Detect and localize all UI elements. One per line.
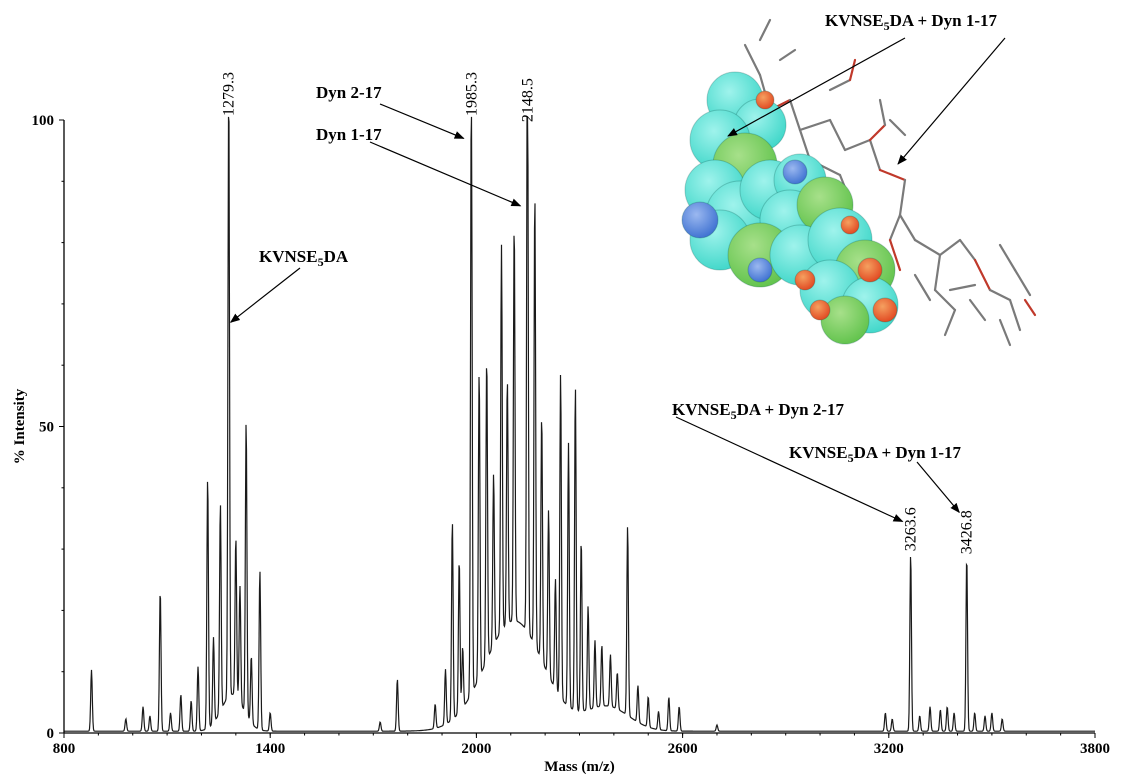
molecule-surface-blob xyxy=(820,295,870,345)
molecule-bond xyxy=(988,288,1012,302)
molecule-bond xyxy=(1013,268,1032,297)
peak-label: 3426.8 xyxy=(959,510,976,554)
y-tick-label: 0 xyxy=(47,726,55,742)
molecule-bond xyxy=(938,238,962,257)
peak-label: 1279.3 xyxy=(221,72,238,116)
molecule-bond xyxy=(878,168,907,182)
molecule-bond xyxy=(758,18,772,42)
molecule-bond xyxy=(998,318,1012,347)
peak-label: 2148.5 xyxy=(519,78,536,122)
inset-arrow xyxy=(727,37,906,137)
annotation-label: KVNSE5DA + Dyn 1-17 xyxy=(789,443,962,465)
molecule-surface-blob xyxy=(782,159,808,185)
molecule-bond xyxy=(798,128,812,162)
molecule-bond xyxy=(973,258,992,292)
molecule-bond xyxy=(943,308,957,337)
x-tick-label: 2600 xyxy=(668,741,698,757)
molecule-surface-blob xyxy=(747,257,773,283)
molecule-bond xyxy=(948,283,977,292)
annotation-arrow xyxy=(229,267,301,323)
molecule-bond xyxy=(868,123,887,142)
molecule-bond xyxy=(888,238,902,272)
annotation-arrow xyxy=(379,103,465,139)
molecule-surface-blob xyxy=(794,269,816,291)
molecule-surface-blob xyxy=(840,215,860,235)
x-tick-label: 800 xyxy=(53,741,76,757)
molecule-surface-blob xyxy=(872,297,898,323)
peak-label: 3263.6 xyxy=(903,507,920,551)
x-tick-label: 3200 xyxy=(874,741,904,757)
y-axis-title: % Intensity xyxy=(12,388,28,464)
x-tick-label: 3800 xyxy=(1080,741,1110,757)
annotation-label: Dyn 2-17 xyxy=(316,83,382,102)
x-tick-label: 2000 xyxy=(461,741,491,757)
molecule-bond xyxy=(828,78,852,92)
molecule-bond xyxy=(778,48,797,62)
molecule-bond xyxy=(898,213,917,242)
molecule-bond xyxy=(843,138,872,152)
molecule-surface-blob xyxy=(857,257,883,283)
annotation-arrow xyxy=(916,461,960,514)
spectrum-trace xyxy=(64,116,1095,732)
molecule-surface-blob xyxy=(755,90,775,110)
annotation-label: KVNSE5DA + Dyn 1-17 xyxy=(825,11,998,33)
molecule-bond xyxy=(848,58,857,82)
molecule-bond xyxy=(798,118,832,132)
y-tick-label: 100 xyxy=(32,113,55,129)
molecule-surface-blob xyxy=(681,201,719,239)
x-tick-label: 1400 xyxy=(255,741,285,757)
molecule-bond xyxy=(828,118,847,152)
inset-arrow xyxy=(897,37,1006,165)
annotations: KVNSE5DA Dyn 2-17 Dyn 1-17 KVNSE5DA + Dyn 2… xyxy=(229,11,1006,523)
molecule-inset xyxy=(681,18,1037,347)
molecule-bond xyxy=(968,298,987,322)
molecule-surface-blob xyxy=(809,299,831,321)
molecule-bond xyxy=(868,138,882,172)
molecule-bond xyxy=(913,273,932,302)
molecule-bond xyxy=(913,238,942,257)
annotation-arrow xyxy=(369,141,522,207)
x-axis-title: Mass (m/z) xyxy=(544,759,614,775)
molecule-bond xyxy=(933,253,942,292)
molecule-bond xyxy=(878,98,887,127)
annotation-label: KVNSE5DA + Dyn 2-17 xyxy=(672,400,845,422)
molecule-bond xyxy=(933,288,957,312)
annotation-label: Dyn 1-17 xyxy=(316,125,382,144)
peak-labels: 1279.3 1985.3 2148.5 3263.6 3426.8 xyxy=(221,72,976,554)
annotation-arrow xyxy=(675,416,904,523)
molecule-bond xyxy=(998,243,1017,272)
annotation-label: KVNSE5DA xyxy=(259,247,349,269)
peak-label: 1985.3 xyxy=(463,72,480,116)
molecule-bond xyxy=(1008,298,1022,332)
axes: 800 1400 2000 2600 3200 3800 0 50 100 Mass (m/z)%… xyxy=(12,113,1110,775)
molecule-bond xyxy=(1023,298,1037,317)
molecule-bond xyxy=(898,178,907,217)
molecule-bond xyxy=(888,213,902,242)
molecule-bond xyxy=(958,238,977,262)
molecule-bond xyxy=(888,118,907,137)
y-tick-label: 50 xyxy=(39,420,54,436)
molecule-bond xyxy=(788,98,802,132)
spectrum-line xyxy=(64,116,1095,732)
molecule-bond xyxy=(743,43,762,77)
